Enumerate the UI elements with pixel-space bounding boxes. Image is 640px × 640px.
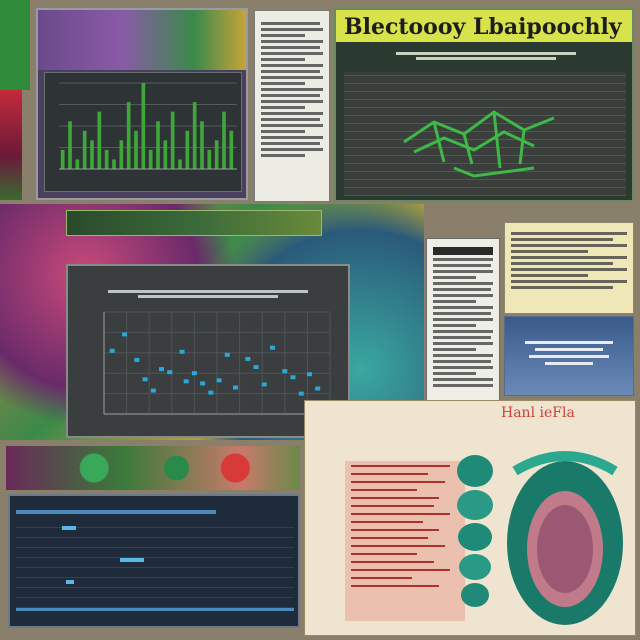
banner-title: Blectoooy Lbaipoochly <box>344 14 622 40</box>
scatter-point <box>216 378 222 383</box>
decoration-strip <box>6 446 300 490</box>
green-mesh-graphic <box>403 110 555 178</box>
scatter-point <box>290 375 296 380</box>
bar <box>163 140 168 169</box>
bar <box>68 121 72 169</box>
scatter-header-strip <box>66 210 322 236</box>
bar-chart-panel <box>36 8 248 200</box>
scatter-point <box>224 352 230 357</box>
anatomy-organ-core <box>537 505 593 593</box>
anatomy-text-lines <box>351 459 461 593</box>
scatter-point <box>269 345 275 350</box>
scatter-point <box>167 370 173 375</box>
timeline-panel <box>8 494 300 628</box>
banner-subtext <box>396 50 576 64</box>
bar <box>60 149 65 169</box>
scatter-point <box>109 348 115 353</box>
bar <box>192 102 197 169</box>
bar <box>178 159 182 169</box>
timeline-axis <box>16 608 294 611</box>
left-edge-image <box>0 90 22 200</box>
bar <box>200 121 204 169</box>
scatter-point <box>232 385 238 390</box>
bar <box>141 83 146 169</box>
bar <box>82 130 87 169</box>
left-edge-panel <box>0 0 30 90</box>
scatter-point <box>134 357 140 362</box>
anatomy-text-block <box>345 461 465 621</box>
scatter-point <box>282 369 288 374</box>
bar <box>126 102 131 169</box>
scatter-point <box>208 390 214 395</box>
scatter-point <box>306 372 312 377</box>
bar-chart-frame <box>44 72 242 192</box>
bar <box>75 159 80 169</box>
scatter-point <box>315 386 321 391</box>
scatter-chart <box>103 311 331 415</box>
banner-header: Blectoooy Lbaipoochly <box>336 10 632 42</box>
scatter-title-lines <box>108 288 308 302</box>
bar <box>148 149 153 169</box>
bar <box>229 130 234 169</box>
bar <box>222 111 226 169</box>
scatter-point <box>200 381 206 386</box>
bar <box>90 140 94 169</box>
scatter-point <box>183 379 189 384</box>
yellow-note-panel <box>504 222 634 314</box>
bar <box>112 159 116 169</box>
scatter-point <box>261 382 267 387</box>
timeline-marker <box>66 580 74 584</box>
banner-panel: Blectoooy Lbaipoochly <box>334 8 634 202</box>
anatomy-segment <box>457 455 493 487</box>
blue-info-panel <box>504 316 634 396</box>
timeline-grid <box>16 518 294 608</box>
anatomy-segment <box>458 523 492 551</box>
timeline-top-bar <box>16 510 216 514</box>
scatter-point <box>298 391 304 396</box>
scatter-point <box>150 388 156 393</box>
bar <box>156 121 160 169</box>
scatter-point <box>142 377 148 382</box>
scatter-point <box>179 349 185 354</box>
scatter-point <box>245 356 251 361</box>
bar-chart <box>59 82 237 170</box>
bar-chart-header-image <box>38 10 246 70</box>
bar <box>104 149 109 169</box>
document-panel-top <box>254 10 330 202</box>
scatter-point <box>159 367 165 372</box>
anatomy-title: Hanl ieFla <box>501 405 575 421</box>
scatter-point <box>122 332 128 337</box>
scatter-point <box>253 365 259 370</box>
anatomy-segment <box>459 554 491 580</box>
bar <box>214 140 219 169</box>
timeline-marker <box>62 526 76 530</box>
bar <box>97 111 102 169</box>
bar <box>134 130 138 169</box>
anatomy-illustration <box>457 451 623 625</box>
anatomy-segment <box>461 583 489 607</box>
bar <box>119 140 124 169</box>
bar <box>207 149 212 169</box>
scatter-point <box>191 371 197 376</box>
banner-grid <box>344 72 626 196</box>
anatomy-segment <box>457 490 493 520</box>
bar <box>170 111 175 169</box>
anatomy-panel: Hanl ieFla <box>304 400 636 636</box>
timeline-marker <box>120 558 144 562</box>
bar <box>185 130 190 169</box>
scatter-chart-panel <box>66 264 350 438</box>
